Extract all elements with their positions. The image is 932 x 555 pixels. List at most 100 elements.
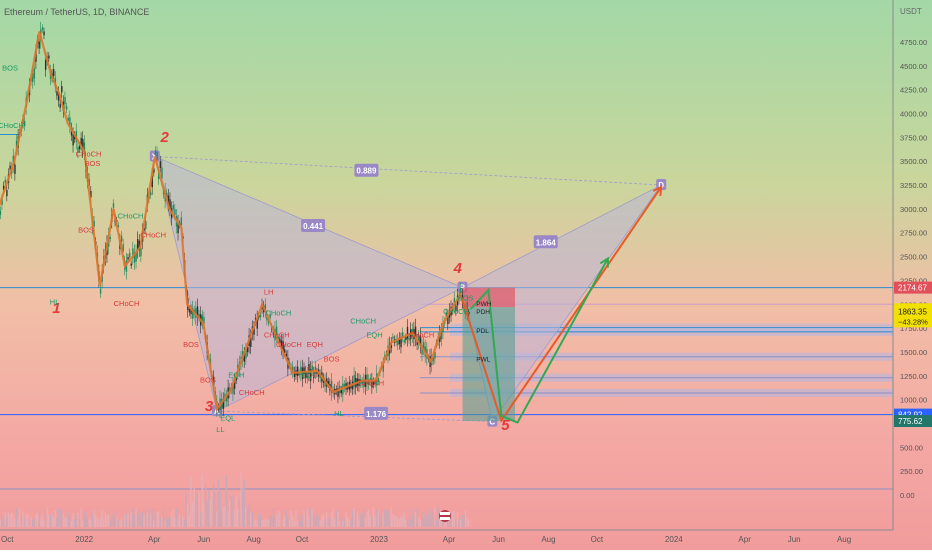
volume-bar [225,474,228,527]
volume-bar [290,510,292,527]
candle-body [145,221,147,229]
volume-bar [376,509,378,527]
volume-bar [329,517,331,527]
x-tick-label: 2024 [665,535,683,544]
candle-body [269,314,271,318]
candle-body [374,380,376,385]
volume-bar [238,499,241,527]
volume-bar [57,508,60,527]
candle-body [158,172,160,180]
volume-bar [293,520,295,527]
candle-body [161,167,163,179]
chart-title: Ethereum / TetherUS, 1D, BINANCE [4,7,149,17]
volume-bar [308,516,310,527]
volume-bar [201,474,203,527]
structure-label: CHoCH [140,231,166,240]
candle-body [109,237,111,240]
volume-bar [64,516,66,527]
volume-bar [264,518,266,527]
volume-bar [421,512,423,527]
volume-bar [355,508,357,527]
volume-bar [303,510,305,527]
volume-bar [398,518,400,527]
last-price-tag[interactable] [894,303,932,328]
candle-body [48,55,50,59]
candle-body [4,179,6,183]
volume-bar [116,517,118,527]
volume-bar [356,511,358,527]
structure-label: CHoCH [76,149,102,158]
volume-bar [326,512,328,527]
volume-bar [125,513,127,527]
structure-label: EQL [302,371,317,380]
structure-label: BOS [78,226,94,235]
volume-bar [86,517,89,527]
structure-label: BOS [2,64,18,73]
volume-bar [14,518,16,527]
volume-bar [112,516,115,527]
volume-bar [59,508,61,527]
volume-bar [298,514,300,527]
volume-bar [200,512,202,527]
x-tick-label: Jun [197,535,210,544]
candle-body [1,198,3,205]
arrow-head-icon [652,185,663,197]
volume-bar [149,513,152,527]
volume-bar [385,509,388,527]
volume-bar [439,517,441,527]
volume-bar [224,506,226,527]
volume-bar [212,482,215,527]
volume-bar [288,519,291,527]
tradingview-logo-icon[interactable] [439,510,451,522]
y-tick-label: 4750.00 [900,38,927,47]
volume-bar [348,519,350,527]
structure-label: EQH [307,340,323,349]
volume-bar [235,495,237,527]
volume-bar [271,514,273,527]
volume-bar [114,510,116,527]
volume-bar [70,520,73,527]
candle-body [434,351,436,359]
volume-bar [15,507,18,527]
volume-bar [397,517,399,527]
volume-bar [458,518,460,527]
volume-bar [99,517,102,527]
candle-body [455,305,457,312]
x-tick-label: Apr [148,535,161,544]
candle-body [201,315,204,324]
volume-bar [242,487,244,527]
wave-path [0,31,470,413]
volume-bar [369,515,371,527]
volume-bar [389,520,391,527]
volume-bar [161,516,163,527]
candle-body [301,367,304,380]
volume-bar [75,514,77,527]
currency-label: USDT [900,7,922,16]
candle-body [61,86,63,93]
volume-bar [447,519,449,527]
volume-bar [390,507,392,527]
volume-bar [140,513,142,527]
structure-label: EQH [366,331,382,340]
projection-arrow[interactable] [469,258,609,424]
price-tag[interactable] [894,415,932,428]
volume-bar [368,509,370,527]
volume-bar [316,512,318,527]
zone-label: PDL [476,328,489,335]
candle-body [296,366,299,376]
candle-body [90,191,92,198]
volume-layer [0,472,893,527]
candle-body [277,336,279,340]
x-tick-label: Apr [738,535,751,544]
volume-bar [251,511,253,527]
structure-label: BOS [183,340,199,349]
volume-bar [254,519,257,527]
projection-arrows[interactable] [461,185,663,424]
candle-body [166,192,168,198]
x-tick-label: Oct [296,535,309,544]
volume-bar [269,516,271,527]
volume-bar [124,514,126,527]
price-tag[interactable] [894,281,932,294]
